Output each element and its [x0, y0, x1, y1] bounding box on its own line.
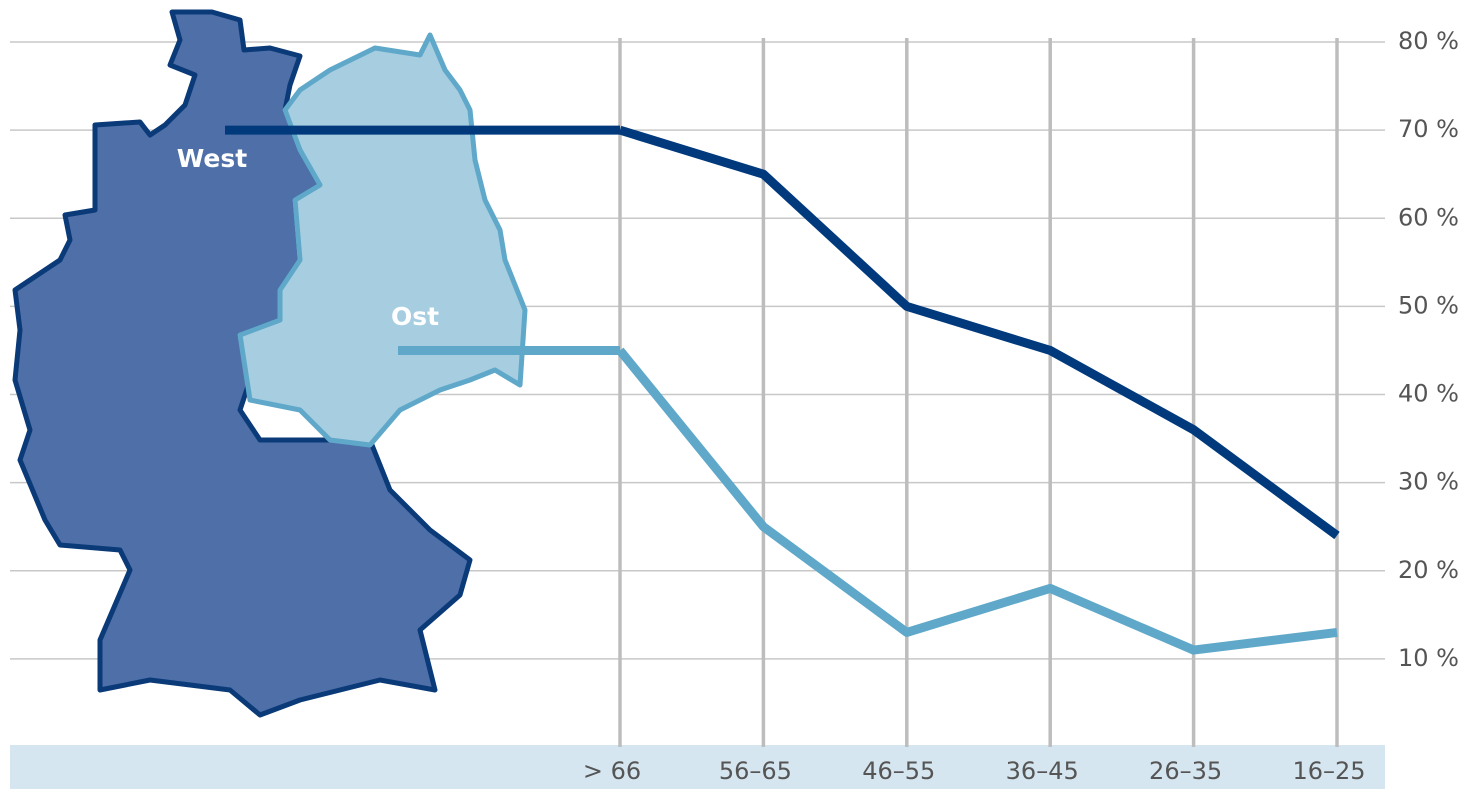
- y-tick-label: 30 %: [1398, 468, 1459, 496]
- x-tick-label: 26–35: [1149, 757, 1222, 785]
- x-tick-label: 46–55: [862, 757, 935, 785]
- x-tick-label: 56–65: [719, 757, 792, 785]
- map: [12, 9, 528, 718]
- y-tick-label: 80 %: [1398, 27, 1459, 55]
- series-label: West: [177, 144, 248, 173]
- plot: [225, 125, 1340, 655]
- series-line: [618, 125, 1340, 540]
- y-tick-label: 40 %: [1398, 380, 1459, 408]
- y-tick-label: 70 %: [1398, 115, 1459, 143]
- x-tick-label: > 66: [583, 757, 641, 785]
- x-tick-label: 16–25: [1292, 757, 1365, 785]
- y-tick-label: 20 %: [1398, 556, 1459, 584]
- y-tick-label: 60 %: [1398, 203, 1459, 231]
- series-line: [616, 347, 1338, 655]
- x-tick-label: 36–45: [1006, 757, 1079, 785]
- series-label: Ost: [391, 302, 439, 331]
- category-band: [10, 745, 1385, 789]
- map-east: [237, 32, 528, 448]
- y-tick-label: 10 %: [1398, 644, 1459, 672]
- y-tick-label: 50 %: [1398, 291, 1459, 319]
